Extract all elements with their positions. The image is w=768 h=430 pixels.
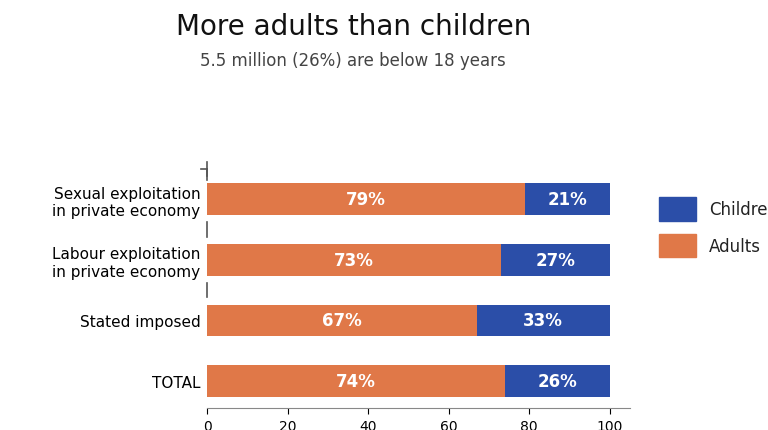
Text: 5.5 million (26%) are below 18 years: 5.5 million (26%) are below 18 years	[200, 52, 506, 70]
Legend: Children, Adults: Children, Adults	[659, 197, 768, 258]
Bar	[505, 366, 610, 397]
Bar	[525, 184, 610, 215]
Bar	[207, 184, 525, 215]
Bar	[477, 305, 610, 336]
Text: 33%: 33%	[523, 312, 563, 329]
Bar	[207, 305, 477, 336]
Text: 73%: 73%	[334, 251, 374, 269]
Text: 79%: 79%	[346, 191, 386, 209]
Text: 67%: 67%	[323, 312, 362, 329]
Text: 74%: 74%	[336, 372, 376, 390]
Bar	[207, 244, 501, 276]
Text: 21%: 21%	[548, 191, 588, 209]
Text: More adults than children: More adults than children	[176, 13, 531, 41]
Text: 26%: 26%	[538, 372, 578, 390]
Text: 27%: 27%	[535, 251, 575, 269]
Bar	[207, 366, 505, 397]
Bar	[501, 244, 610, 276]
